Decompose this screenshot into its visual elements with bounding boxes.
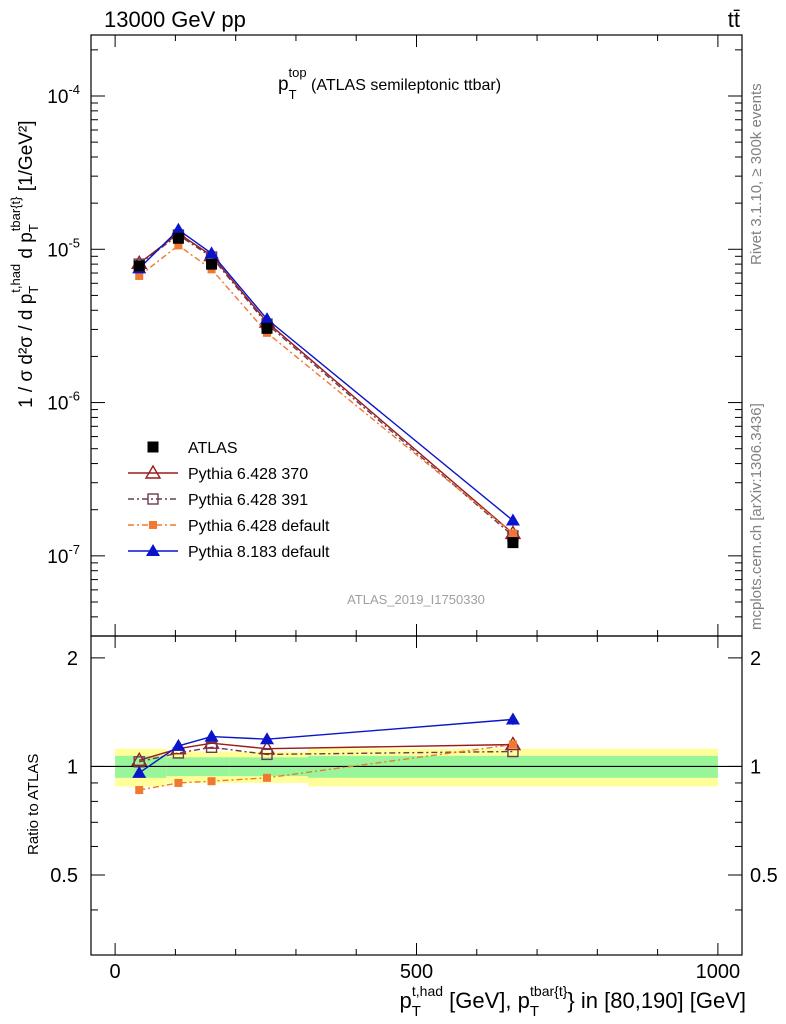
- series-point: [508, 529, 517, 538]
- axes-layer: 0 500 1000 10-7 10-6 10-5 10-4 0.5 0.5 1 1 2 2: [47, 35, 778, 983]
- ratio-point: [132, 765, 147, 778]
- series-point: [260, 312, 275, 325]
- x-tick-label: 0: [110, 961, 121, 983]
- x-tick-label: 500: [400, 961, 433, 983]
- y-tick-label: 10-6: [47, 389, 80, 415]
- ratio-point: [171, 738, 186, 751]
- legend-marker: [146, 544, 160, 556]
- ratio-tick-label-left: 1: [67, 756, 78, 778]
- uncertainty-bands: [91, 748, 742, 787]
- legend-label: Pythia 6.428 391: [188, 492, 308, 509]
- legend-marker: [147, 493, 159, 505]
- legend-label: Pythia 8.183 default: [188, 544, 330, 561]
- plot-title: pTtop (ATLAS semileptonic ttbar): [278, 65, 501, 102]
- series-line: [138, 244, 514, 534]
- x-axis-label: pTt,had [GeV], pTtbar{t}} in [80,190] [G…: [399, 983, 746, 1020]
- ratio-point: [135, 786, 144, 795]
- ratio-point: [261, 748, 273, 761]
- legend-marker: [149, 521, 157, 529]
- legend: ATLAS Pythia 6.428 370 Pythia 6.428 391 Pyt…: [128, 440, 330, 561]
- x-tick-label: 1000: [696, 961, 741, 983]
- ratio-tick-label-right: 1: [750, 756, 761, 778]
- data-point: [261, 322, 273, 334]
- data-point: [172, 232, 184, 244]
- ratio-y-label: Ratio to ATLAS: [25, 754, 42, 855]
- series-point: [171, 222, 186, 235]
- ratio-point: [207, 777, 216, 786]
- data-point: [206, 258, 218, 270]
- ratio-frame: [90, 635, 743, 956]
- series-point: [135, 271, 144, 280]
- header-right: tt̄: [728, 7, 740, 32]
- y-tick-label: 10-5: [47, 235, 80, 261]
- ratio-point: [131, 751, 148, 767]
- rivet-label: Rivet 3.1.10, ≥ 300k events: [748, 83, 765, 265]
- analysis-label: ATLAS_2019_I1750330: [347, 592, 485, 607]
- series-point: [505, 513, 520, 526]
- y-tick-label: 10-4: [47, 82, 80, 108]
- header-left: 13000 GeV pp: [104, 7, 246, 32]
- ratio-point: [260, 732, 275, 745]
- mcplots-label: mcplots.cern.ch [arXiv:1306.3436]: [748, 403, 765, 630]
- data-point: [507, 537, 519, 549]
- ratio-point: [508, 740, 517, 749]
- ratio-tick-label-left: 0.5: [50, 865, 78, 887]
- ratio-point: [174, 778, 183, 787]
- series-point: [174, 241, 183, 250]
- series-line: [138, 234, 514, 537]
- legend-label: Pythia 6.428 370: [188, 466, 308, 483]
- data-point: [133, 260, 145, 272]
- legend-label-atlas: ATLAS: [188, 440, 238, 457]
- series-layer: [131, 222, 522, 795]
- legend-marker: [144, 464, 162, 479]
- ratio-point: [204, 729, 219, 742]
- legend-label: Pythia 6.428 default: [188, 518, 330, 535]
- ratio-point: [263, 773, 272, 782]
- legend-marker-atlas: [147, 441, 159, 453]
- ratio-series-line: [139, 742, 513, 761]
- ratio-point: [205, 741, 218, 754]
- ratio-tick-label-right: 2: [750, 648, 761, 670]
- ratio-series-line: [139, 746, 513, 763]
- ratio-tick-label-left: 2: [67, 648, 78, 670]
- ratio-tick-label-right: 0.5: [750, 865, 778, 887]
- y-tick-label: 10-7: [47, 542, 80, 568]
- y-axis-label: 1 / σ d²σ / d pTt,had d pTtbar{t} [1/GeV…: [8, 120, 41, 408]
- series-point: [204, 246, 219, 259]
